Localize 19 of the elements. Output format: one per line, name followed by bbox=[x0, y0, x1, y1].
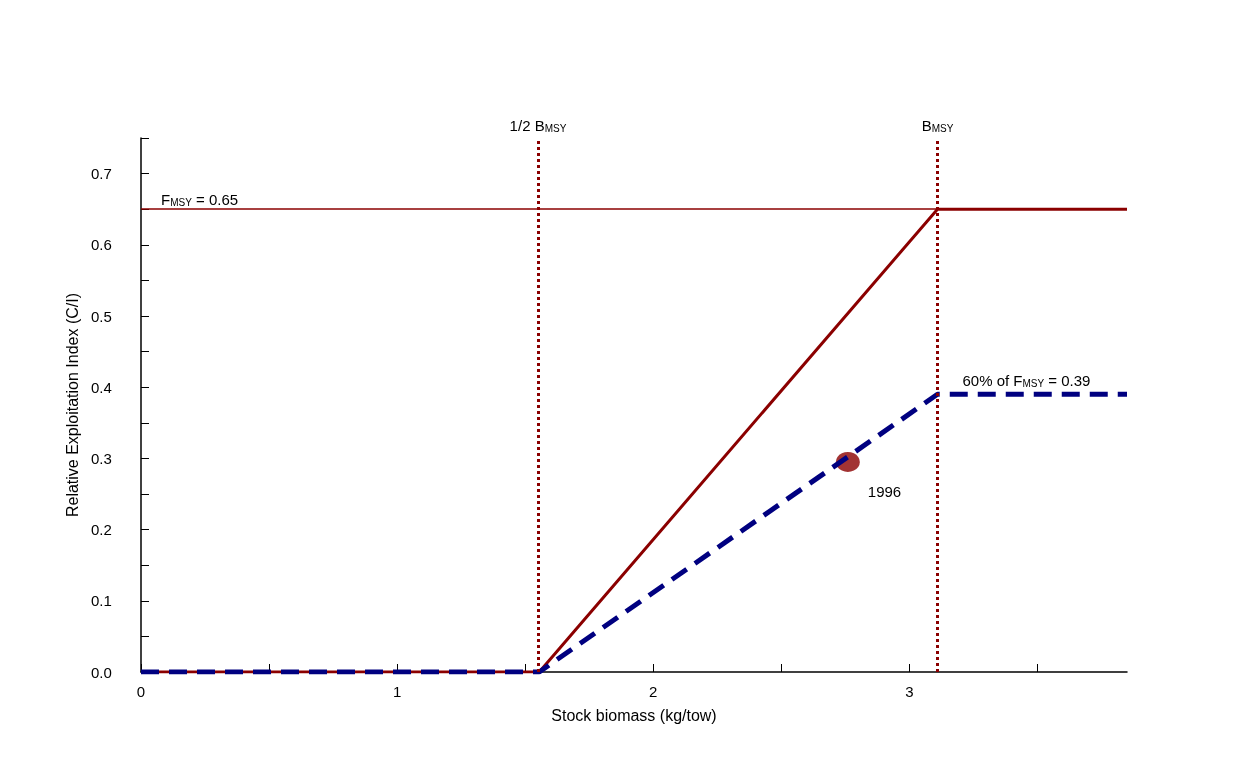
annotation: 60% of FMSY = 0.39 bbox=[962, 371, 1091, 389]
x-axis-title: Stock biomass (kg/tow) bbox=[551, 706, 717, 724]
y-tick-label: 0.5 bbox=[91, 307, 112, 325]
y-tick-label: 0.4 bbox=[91, 378, 112, 396]
x-tick-label: 3 bbox=[905, 683, 914, 700]
y-tick-label: 0.3 bbox=[91, 449, 112, 467]
y-tick-label: 0.1 bbox=[91, 592, 112, 610]
y-axis-title: Relative Exploitation Index (C/I) bbox=[63, 292, 81, 518]
ref-line-label: BMSY bbox=[921, 116, 954, 134]
y-tick-label: 0.2 bbox=[91, 521, 112, 539]
x-tick-label: 1 bbox=[392, 683, 402, 700]
y-tick-label: 0.7 bbox=[91, 165, 112, 183]
annotation: 1996 bbox=[867, 483, 902, 501]
x-tick-label: 0 bbox=[136, 683, 146, 700]
x-tick-label: 2 bbox=[649, 683, 658, 700]
ref-line-label: 1/2 BMSY bbox=[509, 116, 567, 134]
y-tick-label: 0.0 bbox=[91, 663, 112, 681]
ref-line-label: FMSY = 0.65 bbox=[161, 190, 239, 208]
y-tick-label: 0.6 bbox=[91, 236, 112, 254]
